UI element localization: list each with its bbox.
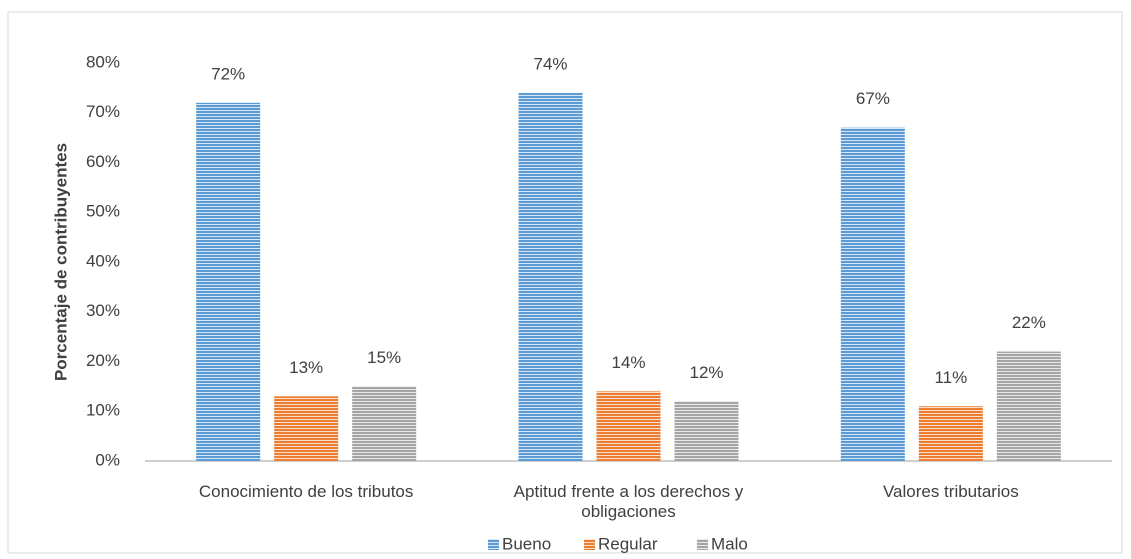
bar (674, 401, 739, 461)
y-axis-label: Porcentaje de contribuyentes (51, 143, 70, 381)
data-label: 67% (856, 89, 890, 108)
y-tick-label: 30% (86, 301, 120, 320)
data-label: 11% (934, 368, 967, 387)
y-tick-label: 20% (86, 351, 120, 370)
bar (596, 391, 661, 461)
y-tick-label: 40% (86, 251, 120, 270)
legend-swatch (697, 539, 708, 550)
x-tick-label: Conocimiento de los tributos (198, 482, 414, 501)
y-tick-label: 10% (86, 401, 120, 420)
legend-label: Bueno (502, 534, 551, 553)
legend-label: Malo (711, 534, 748, 553)
data-label: 14% (611, 353, 645, 372)
bar (274, 396, 339, 461)
bar (840, 127, 905, 462)
legend-swatch (488, 539, 499, 550)
data-label: 15% (367, 348, 401, 367)
y-tick-label: 0% (95, 450, 120, 469)
data-label: 12% (689, 363, 723, 382)
data-label: 74% (533, 54, 567, 73)
x-tick-label: Valores tributarios (882, 482, 1019, 501)
legend-label: Regular (598, 534, 658, 553)
data-label: 72% (211, 64, 245, 83)
bar (518, 92, 583, 461)
x-tick-label-box: Conocimiento de los tributos (198, 482, 414, 501)
y-tick-label: 80% (86, 52, 120, 71)
bar (196, 102, 261, 462)
y-tick-label: 60% (86, 152, 120, 171)
y-tick-label: 50% (86, 202, 120, 221)
chart-frame (7, 11, 1123, 554)
x-tick-label: Aptitud frente a los derechos y obligaci… (513, 482, 744, 521)
bar (352, 386, 417, 461)
data-label: 22% (1012, 313, 1046, 332)
legend-swatch (584, 539, 595, 550)
bar (918, 406, 983, 461)
data-label: 13% (289, 358, 323, 377)
y-tick-label: 70% (86, 102, 120, 121)
bar (996, 351, 1061, 461)
x-tick-label-box: Valores tributarios (882, 482, 1019, 501)
x-tick-label-box: Aptitud frente a los derechos y obligaci… (513, 482, 744, 521)
